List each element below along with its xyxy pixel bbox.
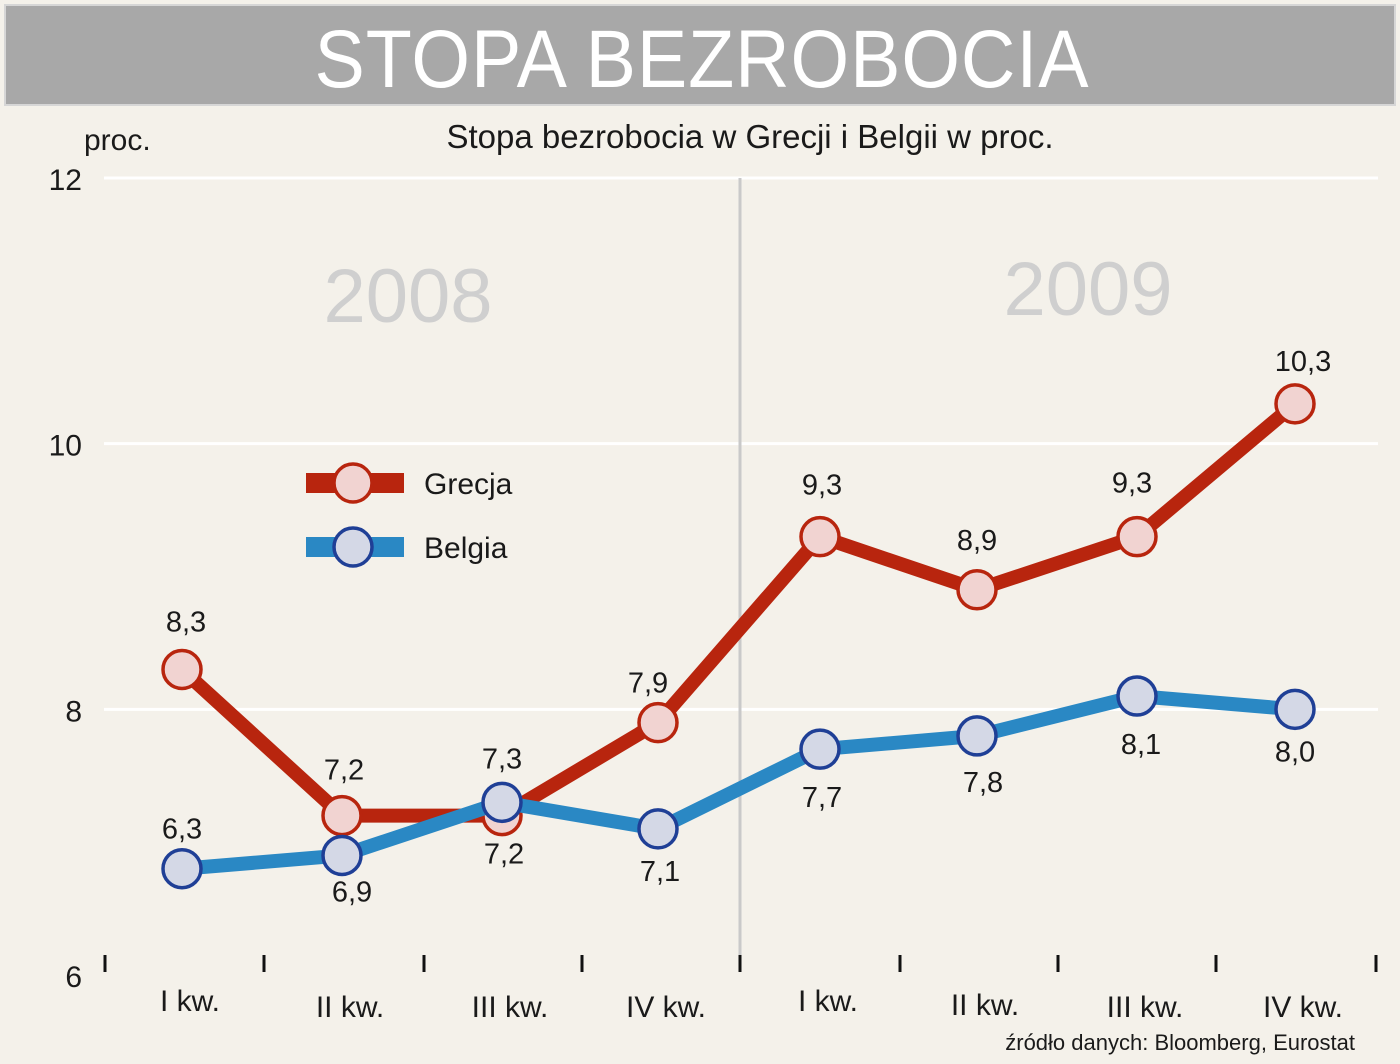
series-line	[177, 398, 1300, 823]
x-tick-label: I kw.	[798, 985, 858, 1018]
y-tick-label: 6	[65, 961, 82, 994]
series-belgia: 6,3 6,9 7,3 7,1 7,7 7,8 8,1 8,0	[161, 675, 1316, 908]
data-label: 7,8	[963, 767, 1003, 799]
data-label: 9,3	[1112, 468, 1152, 500]
data-point	[1116, 515, 1158, 558]
series-grecja: 8,3 7,2 7,2 7,9 9,3 8,9 9,3 10,3	[161, 346, 1331, 871]
data-point	[637, 808, 679, 850]
series-line	[181, 689, 1296, 876]
data-point	[637, 701, 679, 744]
legend-label: Grecja	[424, 468, 513, 501]
legend-item-grecja: Grecja	[306, 462, 513, 504]
data-label: 10,3	[1275, 346, 1331, 378]
data-label: 6,3	[162, 814, 202, 846]
data-label: 7,9	[628, 668, 668, 700]
x-tick-label: II kw.	[316, 991, 384, 1024]
x-tick-label: IV kw.	[626, 991, 706, 1024]
y-tick-label: 8	[65, 695, 82, 728]
chart-title: Stopa bezrobocia w Grecji i Belgii w pro…	[446, 118, 1053, 155]
grid	[104, 176, 1378, 970]
data-label: 9,3	[802, 470, 842, 502]
legend-label: Belgia	[424, 532, 508, 565]
data-label: 7,1	[640, 856, 680, 888]
data-point	[799, 515, 841, 558]
x-tick-label: III kw.	[472, 991, 549, 1024]
x-tick-label: II kw.	[951, 989, 1019, 1022]
data-label: 6,9	[332, 876, 372, 908]
data-point	[956, 569, 998, 611]
data-label: 7,2	[484, 839, 524, 871]
main-title: STOPA BEZROBOCIA	[314, 14, 1090, 105]
year-labels: 2008 2009	[323, 247, 1172, 339]
data-label: 7,3	[482, 743, 522, 775]
year-label-2008: 2008	[323, 254, 492, 339]
x-tick-label: III kw.	[1107, 991, 1184, 1024]
x-tick-label: I kw.	[160, 985, 220, 1018]
data-point	[481, 781, 523, 824]
data-label: 7,7	[802, 782, 842, 814]
data-label: 7,2	[324, 755, 364, 787]
data-label: 8,0	[1275, 736, 1315, 768]
data-point	[321, 794, 363, 837]
data-point	[1274, 688, 1316, 731]
y-tick-label: 12	[49, 164, 82, 197]
data-point	[956, 715, 998, 757]
source-note: źródło danych: Bloomberg, Eurostat	[1005, 1030, 1355, 1055]
data-point	[1116, 675, 1158, 717]
y-tick-label: 10	[49, 430, 82, 463]
data-point	[799, 728, 841, 770]
data-point	[161, 648, 203, 691]
axes: 6 8 10 12 I kw. II kw. III kw. IV kw. I kw. II kw…	[49, 164, 1378, 1024]
legend-item-belgia: Belgia	[306, 526, 508, 568]
x-tick-label: IV kw.	[1263, 991, 1343, 1024]
data-point	[161, 847, 203, 890]
data-label: 8,1	[1121, 729, 1161, 761]
data-label: 8,3	[166, 606, 206, 638]
year-label-2009: 2009	[1003, 247, 1172, 332]
series: 8,3 7,2 7,2 7,9 9,3 8,9 9,3 10,3 6,3 6,9 7,3 7,1 7,7…	[161, 346, 1331, 908]
legend-marker	[332, 462, 374, 504]
title-bar: STOPA BEZROBOCIA	[4, 4, 1396, 106]
y-axis-unit-label: proc.	[84, 124, 151, 157]
data-point	[321, 834, 363, 877]
data-label: 8,9	[957, 525, 997, 557]
legend: Grecja Belgia	[306, 462, 513, 568]
data-point	[1274, 383, 1316, 425]
legend-marker	[332, 526, 374, 568]
